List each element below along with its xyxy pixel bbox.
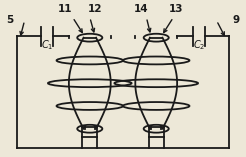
Text: 11: 11 [58,4,72,14]
Text: 5: 5 [6,15,14,25]
Text: 12: 12 [88,4,102,14]
Text: 9: 9 [233,15,240,25]
Text: $C_1$: $C_1$ [41,39,53,52]
Text: $C_2$: $C_2$ [193,39,205,52]
Text: 14: 14 [134,4,149,14]
Text: 13: 13 [169,4,183,14]
